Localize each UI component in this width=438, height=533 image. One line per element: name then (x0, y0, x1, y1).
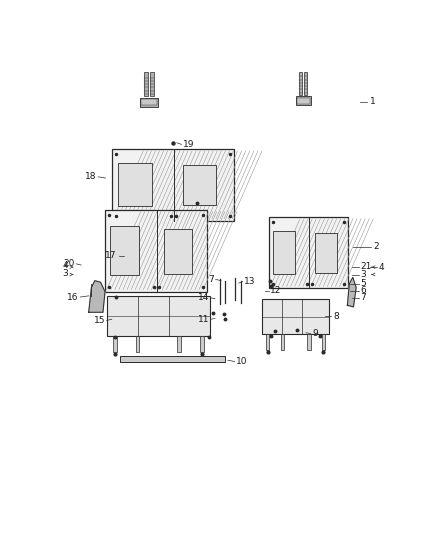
Bar (262, 299, 328, 334)
Bar (141, 99, 157, 106)
Bar (297, 98, 310, 104)
Text: 17: 17 (106, 251, 117, 260)
Bar (296, 96, 311, 106)
Text: 5: 5 (360, 279, 366, 288)
Text: 7: 7 (360, 293, 366, 302)
Polygon shape (88, 281, 105, 312)
Text: 16: 16 (67, 293, 78, 302)
Text: 10: 10 (237, 358, 248, 366)
Text: 3: 3 (360, 270, 366, 279)
Bar (273, 231, 295, 274)
Text: 3: 3 (62, 269, 68, 278)
Bar (266, 334, 269, 350)
Bar (307, 334, 311, 350)
Bar (183, 165, 216, 205)
Text: 15: 15 (93, 316, 105, 325)
Text: 6: 6 (360, 286, 366, 295)
Text: 2: 2 (374, 242, 379, 251)
Text: 1: 1 (371, 97, 376, 106)
Bar (144, 72, 148, 96)
Text: 4: 4 (379, 263, 385, 272)
Text: 18: 18 (85, 172, 96, 181)
Bar (120, 356, 226, 362)
Text: 9: 9 (313, 329, 318, 338)
Text: 4: 4 (62, 261, 68, 270)
Bar (177, 336, 181, 352)
Bar (304, 72, 307, 95)
Bar (140, 98, 158, 107)
Text: 13: 13 (244, 277, 256, 286)
Bar (321, 334, 325, 350)
Polygon shape (347, 277, 356, 307)
Bar (118, 163, 152, 206)
Bar (281, 334, 284, 350)
Bar (268, 216, 348, 288)
Text: 8: 8 (333, 312, 339, 321)
Bar (164, 229, 192, 273)
Bar (150, 72, 154, 96)
Bar (107, 296, 210, 336)
Text: 19: 19 (183, 140, 194, 149)
Text: 7: 7 (208, 275, 214, 284)
Text: 21: 21 (360, 262, 371, 271)
Bar (110, 226, 138, 276)
Text: 11: 11 (198, 314, 209, 324)
Text: 20: 20 (63, 260, 74, 268)
Bar (112, 149, 234, 221)
Bar (105, 209, 207, 292)
Bar (200, 336, 204, 352)
Bar (299, 72, 302, 95)
Text: 14: 14 (198, 293, 209, 302)
Bar (315, 233, 337, 273)
Bar (113, 336, 117, 352)
Text: 12: 12 (270, 286, 282, 295)
Bar (136, 336, 139, 352)
